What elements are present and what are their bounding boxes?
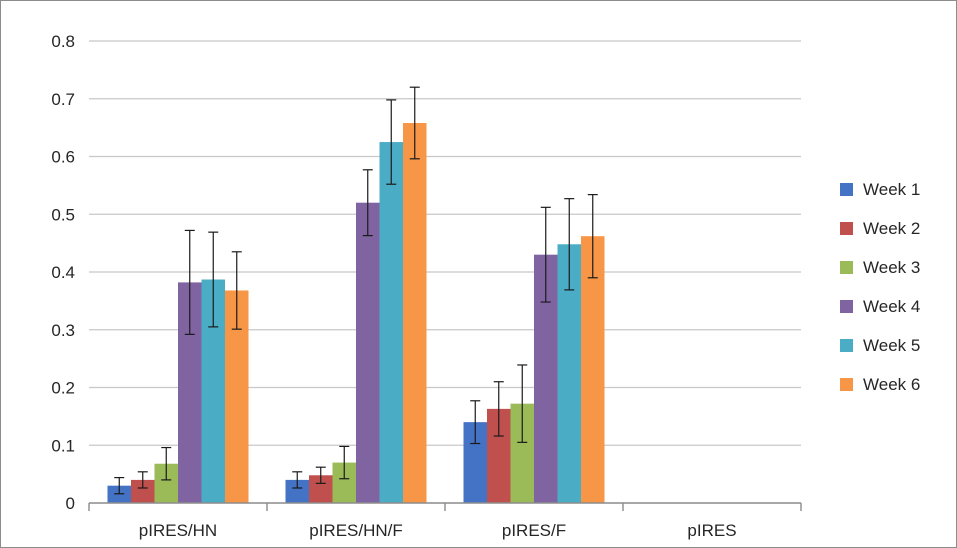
- bar-week-6-0: [225, 290, 249, 503]
- legend-swatch: [840, 222, 853, 235]
- legend-label: Week 1: [863, 180, 920, 199]
- error-bar: [315, 466, 326, 484]
- bar-week-1-2: [463, 422, 487, 503]
- error-bar: [231, 251, 242, 330]
- error-bar: [362, 169, 373, 237]
- x-category-label: pIRES: [687, 521, 736, 540]
- bar-week-2-1: [309, 475, 333, 503]
- legend-label: Week 3: [863, 258, 920, 277]
- y-tick-label: 0.2: [51, 379, 75, 398]
- bar-week-3-0: [154, 463, 178, 503]
- y-tick-label: 0.3: [51, 321, 75, 340]
- bar-week-1-1: [285, 479, 309, 503]
- error-bar: [208, 231, 219, 328]
- legend-swatch: [840, 378, 853, 391]
- bar-week-6-1: [403, 123, 427, 503]
- error-bar: [587, 194, 598, 279]
- error-bar: [409, 86, 420, 160]
- x-category-label: pIRES/F: [502, 521, 566, 540]
- legend-swatch: [840, 300, 853, 313]
- legend-label: Week 5: [863, 336, 920, 355]
- error-bar: [564, 198, 575, 291]
- x-category-label: pIRES/HN: [139, 521, 217, 540]
- legend-label: Week 2: [863, 219, 920, 238]
- y-tick-label: 0.5: [51, 205, 75, 224]
- bar-week-5-1: [379, 142, 403, 503]
- bar-week-5-2: [557, 244, 581, 503]
- bar-week-3-2: [510, 403, 534, 503]
- legend: Week 1 Week 2 Week 3 Week 4 Week 5 Week 6: [840, 180, 920, 394]
- bar-week-4-2: [534, 254, 558, 503]
- legend-label: Week 4: [863, 297, 920, 316]
- error-bar: [493, 381, 504, 437]
- y-tick-label: 0.1: [51, 436, 75, 455]
- bar-week-2-2: [487, 408, 511, 503]
- error-bar: [470, 400, 481, 445]
- legend-item: Week 3: [840, 258, 920, 277]
- bar-week-2-0: [131, 479, 155, 503]
- y-tick-label: 0.8: [51, 32, 75, 51]
- legend-swatch: [840, 261, 853, 274]
- error-bar: [114, 476, 125, 495]
- x-category-label: pIRES/HN/F: [309, 521, 403, 540]
- bar-week-6-2: [581, 236, 605, 503]
- legend-swatch: [840, 339, 853, 352]
- y-tick-label: 0.7: [51, 90, 75, 109]
- bars: [107, 123, 605, 503]
- error-bar: [517, 364, 528, 443]
- y-tick-label: 0.6: [51, 148, 75, 167]
- error-bar: [184, 229, 195, 335]
- legend-item: Week 4: [840, 297, 920, 316]
- bar-week-5-0: [201, 279, 225, 503]
- legend-item: Week 1: [840, 180, 920, 199]
- bar-week-3-1: [332, 462, 356, 503]
- bar-week-4-0: [178, 282, 202, 503]
- error-bars: [114, 86, 598, 495]
- error-bar: [386, 99, 397, 185]
- error-bar: [161, 446, 172, 481]
- error-bar: [540, 206, 551, 303]
- legend-swatch: [840, 183, 853, 196]
- y-tick-label: 0: [66, 494, 75, 513]
- x-axis-categories: pIRES/HN pIRES/HN/F pIRES/F pIRES: [139, 521, 737, 540]
- legend-item: Week 2: [840, 219, 920, 238]
- bar-week-4-1: [356, 202, 380, 503]
- y-axis-ticks: 0 0.1 0.2 0.3 0.4 0.5 0.6 0.7 0.8: [51, 32, 75, 513]
- error-bar: [339, 445, 350, 480]
- x-axis: [88, 502, 802, 511]
- legend-item: Week 6: [840, 375, 920, 394]
- legend-item: Week 5: [840, 336, 920, 355]
- legend-label: Week 6: [863, 375, 920, 394]
- y-tick-label: 0.4: [51, 263, 75, 282]
- error-bar: [137, 471, 148, 489]
- error-bar: [292, 471, 303, 489]
